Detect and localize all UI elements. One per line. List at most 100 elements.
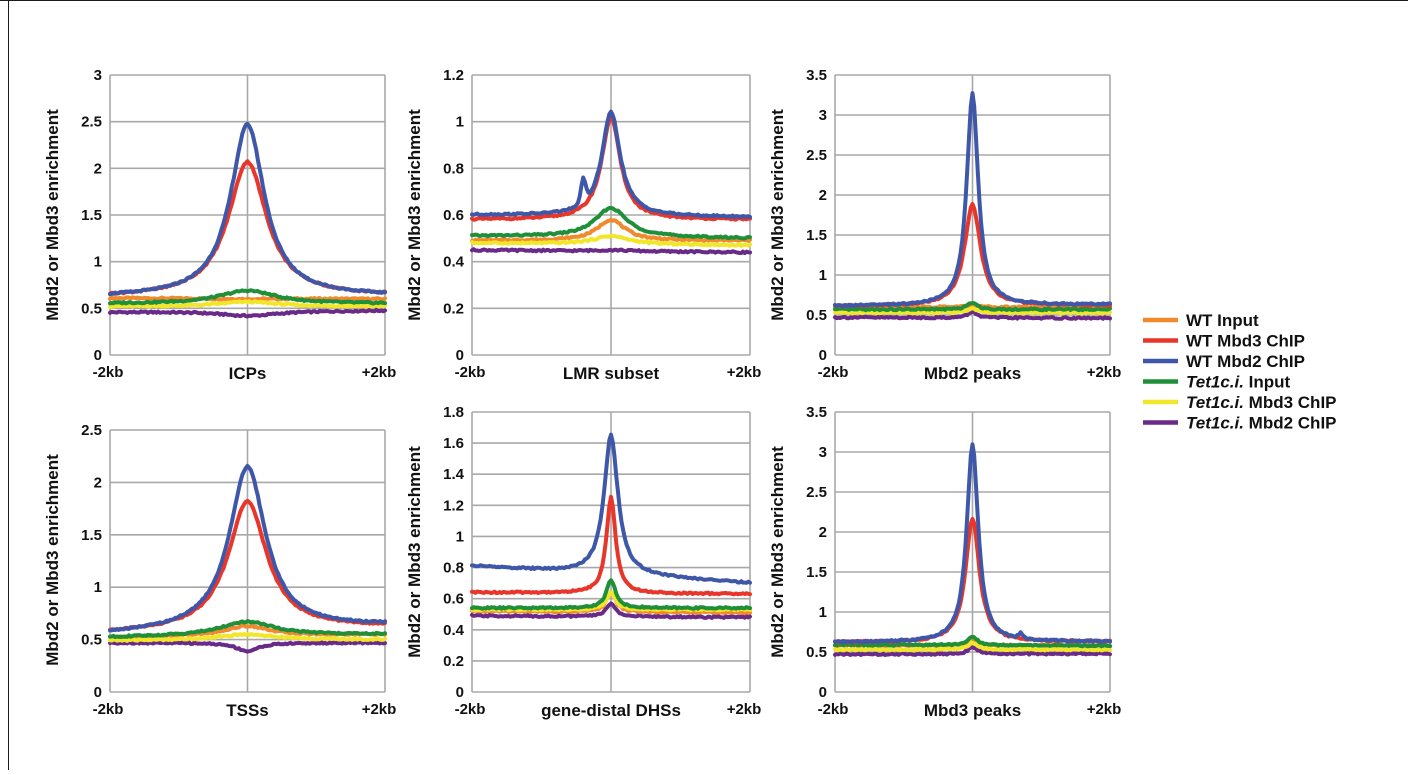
y-tick-label: 0.4 [443,622,465,639]
y-tick-label: 0 [819,347,827,364]
y-axis-label: Mbd2 or Mbd3 enrichment [43,109,62,321]
x-left-label: -2kb [93,701,124,718]
series-line-tet_mbd2 [833,645,1112,657]
series-line-wt_input [108,295,387,302]
y-tick-label: 2 [819,524,827,541]
series-line-tet_input [108,288,387,306]
y-tick-label: 0.6 [443,207,464,224]
y-tick-label: 1.6 [443,435,464,452]
y-tick-label: 0 [456,684,464,701]
y-tick-label: 3 [94,67,102,84]
y-tick-label: 2 [819,187,827,204]
chart-panel-3: 0 0.5 1 1.5 2 2.5 3 3.5 -2kb +2kb Mbd2 peaks Mbd2 o… [768,67,1121,383]
y-tick-label: 1.8 [443,404,464,421]
y-tick-label: 1 [94,579,102,596]
x-left-label: -2kb [818,364,849,381]
x-axis-label: Mbd2 peaks [924,364,1021,383]
series-line-tet_mbd2 [108,307,387,319]
series-line-tet_mbd3 [108,299,387,309]
x-axis-label: Mbd3 peaks [924,701,1021,720]
legend-label: WT Input [1186,311,1259,330]
y-tick-label: 2.5 [806,484,827,501]
series-line-wt_mbd3 [470,114,752,222]
y-tick-label: 3 [819,444,827,461]
series-line-tet_input [470,578,752,611]
series-line-tet_mbd2 [470,247,752,256]
series-line-tet_input [108,619,387,640]
y-tick-label: 1 [819,267,827,284]
y-axis-label: Mbd2 or Mbd3 enrichment [43,454,62,666]
y-tick-label: 3.5 [806,67,827,84]
y-axis-label: Mbd2 or Mbd3 enrichment [768,446,787,658]
legend-label: WT Mbd2 ChIP [1186,352,1305,371]
y-tick-label: 1 [94,254,102,271]
y-tick-label: 0 [94,684,102,701]
series-line-wt_input [470,217,752,244]
y-tick-label: 0.5 [806,307,827,324]
y-tick-label: 0.2 [443,653,464,670]
y-tick-label: 0.5 [806,644,827,661]
y-tick-label: 1 [456,528,464,545]
y-tick-label: 1.5 [806,227,827,244]
series-line-tet_mbd2 [108,640,387,654]
series-line-tet_input [470,206,752,241]
series-line-tet_mbd3 [833,640,1112,653]
legend-label: Tet1c.i. Mbd2 ChIP [1186,414,1337,433]
y-tick-label: 0.2 [443,300,464,317]
series-line-wt_mbd2 [108,463,387,633]
y-tick-label: 0.8 [443,160,464,177]
series-line-wt_mbd3 [470,494,752,597]
y-tick-label: 2 [94,160,102,177]
y-tick-label: 1 [819,604,827,621]
x-axis-label: gene-distal DHSs [541,701,681,720]
y-axis-label: Mbd2 or Mbd3 enrichment [768,109,787,321]
chart-panel-6: 0 0.5 1 1.5 2 2.5 3 3.5 -2kb +2kb Mbd3 peaks Mbd2 o… [768,404,1121,720]
series-line-wt_mbd2 [108,121,387,297]
x-right-label: +2kb [727,701,762,718]
y-tick-label: 0.6 [443,591,464,608]
y-tick-label: 3 [819,107,827,124]
y-tick-label: 0 [819,684,827,701]
chart-panel-4: 0 0.5 1 1.5 2 2.5 -2kb +2kb TSSs Mbd2 or Mbd3 enr… [43,422,396,720]
x-axis-label: ICPs [229,364,267,383]
series-line-tet_mbd3 [470,233,752,248]
y-tick-label: 3.5 [806,404,827,421]
legend-label: Tet1c.i. Mbd3 ChIP [1186,393,1337,412]
y-tick-label: 1.4 [443,466,465,483]
x-right-label: +2kb [727,364,762,381]
y-tick-label: 0 [456,347,464,364]
x-axis-label: LMR subset [563,364,660,383]
legend-label: WT Mbd3 ChIP [1186,332,1305,351]
y-tick-label: 0.4 [443,254,465,271]
y-tick-label: 1.5 [81,207,102,224]
series-line-wt_mbd2 [470,432,752,585]
chart-panel-2: 0 0.2 0.4 0.6 0.8 1 1.2 -2kb +2kb LMR subset Mbd2 … [405,67,761,383]
y-axis-label: Mbd2 or Mbd3 enrichment [405,446,424,658]
y-tick-label: 2.5 [806,147,827,164]
series-line-tet_mbd2 [833,309,1112,321]
x-left-label: -2kb [818,701,849,718]
series-line-wt_mbd2 [833,91,1112,309]
x-left-label: -2kb [455,701,486,718]
x-right-label: +2kb [362,701,397,718]
x-right-label: +2kb [1087,364,1122,381]
series-line-tet_input [833,301,1112,313]
y-tick-label: 0.8 [443,560,464,577]
y-tick-label: 1.2 [443,67,464,84]
x-right-label: +2kb [362,364,397,381]
x-left-label: -2kb [455,364,486,381]
x-right-label: +2kb [1087,701,1122,718]
y-tick-label: 1.5 [81,527,102,544]
x-axis-label: TSSs [226,701,269,720]
frame-left-line [8,0,9,770]
y-tick-label: 0.5 [81,300,102,317]
y-tick-label: 2.5 [81,422,102,439]
series-line-tet_input [833,634,1112,649]
y-tick-label: 2.5 [81,114,102,131]
x-left-label: -2kb [93,364,124,381]
frame-top-line [0,0,1408,1]
y-tick-label: 0.5 [81,632,102,649]
y-tick-label: 1.5 [806,564,827,581]
